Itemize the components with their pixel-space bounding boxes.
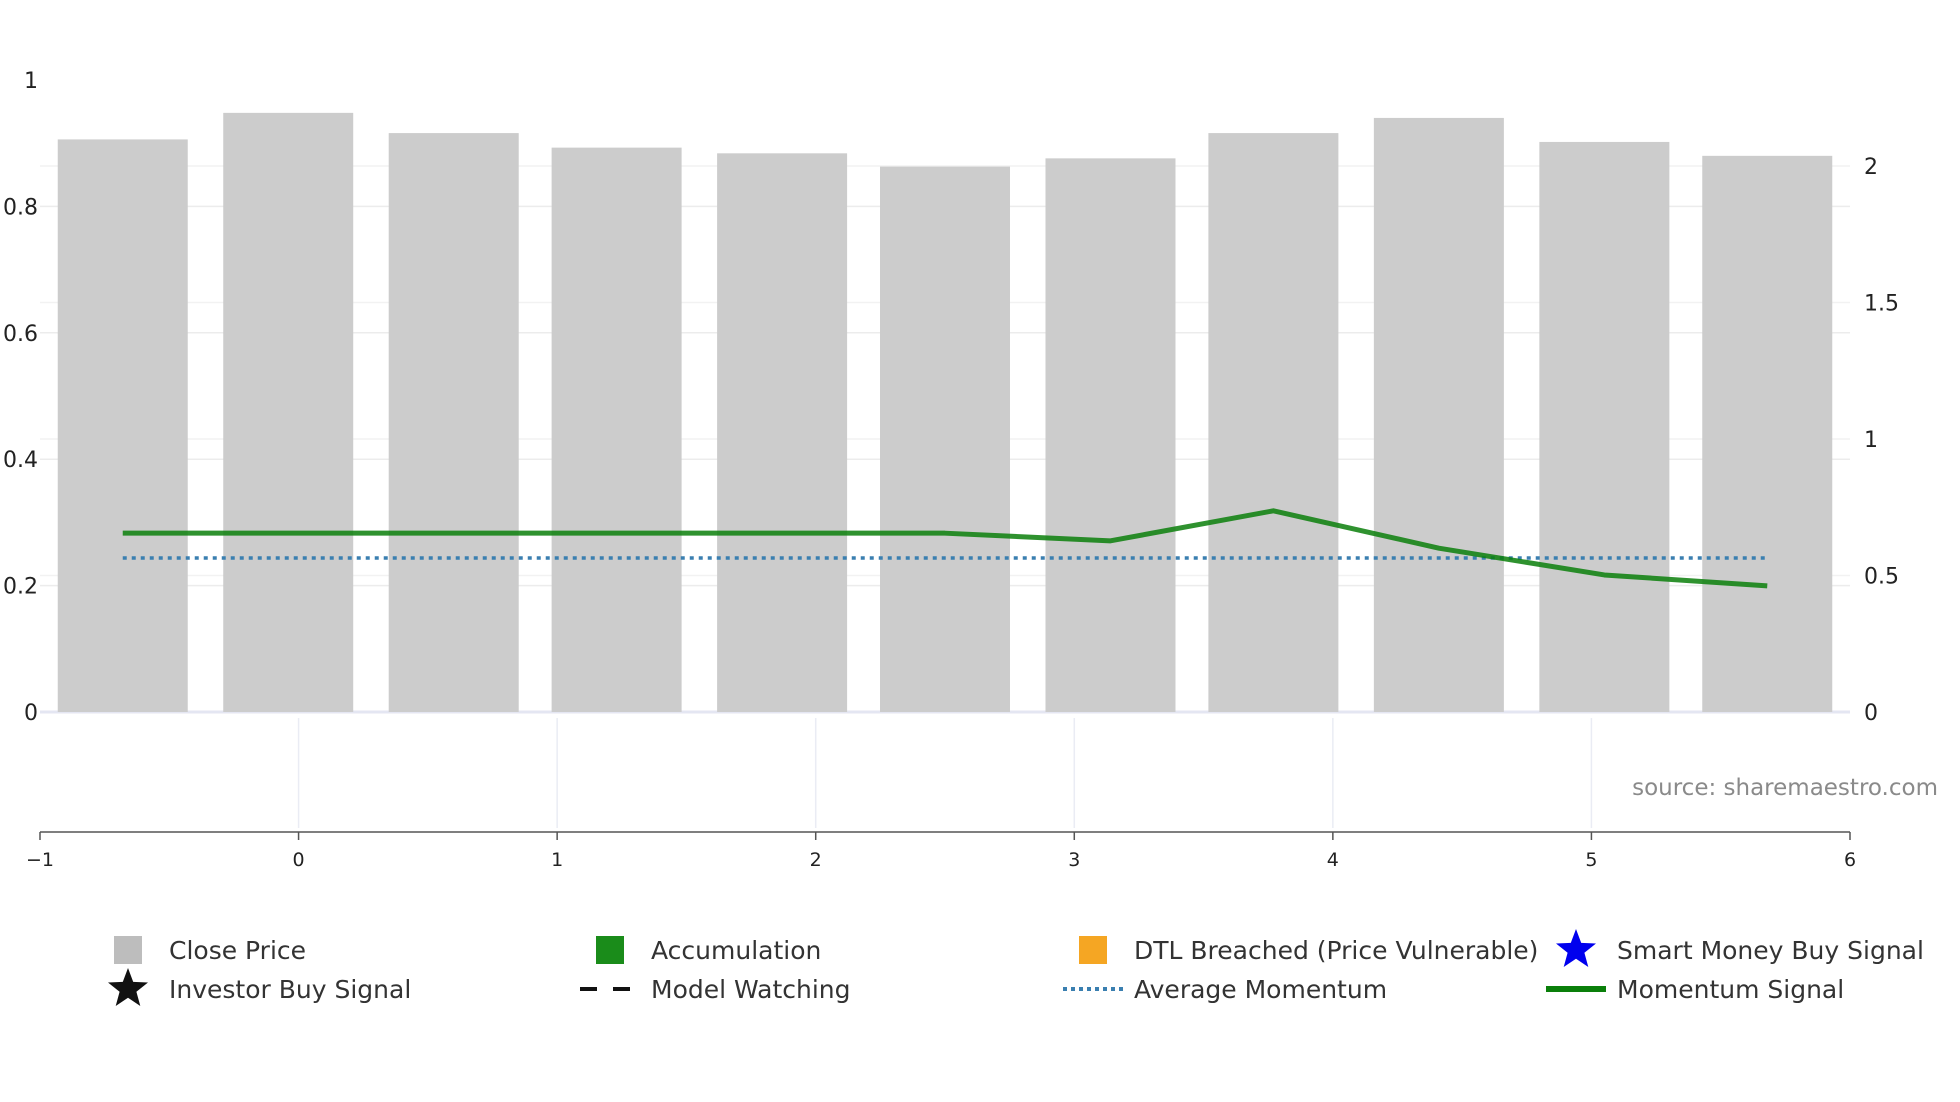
right-axis-tick: 1.5 (1864, 292, 1899, 317)
close-price-bar (1045, 158, 1176, 713)
legend: Close Price Accumulation DTL Breached (Pri… (108, 929, 1924, 1006)
legend-item: DTL Breached (Price Vulnerable) (1079, 936, 1538, 965)
legend-item: Smart Money Buy Signal (1556, 929, 1924, 967)
legend-item: Model Watching (580, 975, 851, 1004)
x-axis-tick: −1 (26, 849, 54, 871)
legend-label: Model Watching (651, 975, 851, 1004)
x-axis-tick: 1 (551, 849, 563, 871)
legend-star-symbol (1556, 929, 1596, 967)
left-axis-tick: 0.6 (3, 322, 38, 347)
close-price-bar (1373, 117, 1504, 713)
momentum-signal-series (122, 508, 1768, 589)
left-axis-tick: 0.8 (3, 195, 38, 220)
legend-item: Close Price (114, 936, 306, 965)
legend-label: Investor Buy Signal (169, 975, 411, 1004)
legend-item: Average Momentum (1063, 975, 1387, 1004)
close-price-bar (1702, 155, 1833, 713)
left-axis-tick: 1 (24, 69, 38, 94)
left-axis-tick: 0.2 (3, 575, 38, 600)
legend-star-symbol (108, 968, 148, 1006)
legend-item: Momentum Signal (1546, 975, 1844, 1004)
x-axis: −1 0 1 2 3 4 5 6 (26, 831, 1856, 871)
left-axis-tick: 0.4 (3, 448, 38, 473)
right-axis-tick: 0 (1864, 701, 1878, 726)
legend-label: DTL Breached (Price Vulnerable) (1134, 936, 1538, 965)
x-axis-tick: 3 (1068, 849, 1080, 871)
legend-label: Close Price (169, 936, 306, 965)
source-annotation: source: sharemaestro.com (1632, 775, 1938, 801)
x-axis-tick: 0 (293, 849, 305, 871)
close-price-bar (1539, 141, 1670, 712)
legend-square-symbol (1079, 936, 1107, 964)
right-axis-tick: 1 (1864, 428, 1878, 453)
right-axis-tick: 0.5 (1864, 565, 1899, 590)
left-axis-tick: 0 (24, 701, 38, 726)
legend-label: Accumulation (651, 936, 821, 965)
x-axis-tick: 6 (1844, 849, 1856, 871)
legend-square-symbol (114, 936, 142, 964)
right-axis-tick: 2 (1864, 155, 1878, 180)
close-price-bar (388, 133, 519, 712)
legend-label: Smart Money Buy Signal (1617, 936, 1924, 965)
legend-item: Accumulation (596, 936, 821, 965)
x-axis-tick: 4 (1327, 849, 1339, 871)
left-axis: 0 0.2 0.4 0.6 0.8 1 (3, 69, 38, 726)
right-axis: 0 0.5 1 1.5 2 (1864, 155, 1899, 726)
x-axis-tick: 5 (1585, 849, 1597, 871)
legend-square-symbol (596, 936, 624, 964)
close-price-bar (551, 147, 682, 712)
close-price-bar (57, 139, 188, 712)
close-price-bar (880, 166, 1010, 713)
legend-item: Investor Buy Signal (108, 968, 411, 1006)
legend-label: Average Momentum (1134, 975, 1387, 1004)
legend-label: Momentum Signal (1617, 975, 1844, 1004)
x-axis-tick: 2 (810, 849, 822, 871)
close-price-bars (57, 112, 1833, 713)
close-price-bar (717, 153, 848, 712)
close-price-bar (223, 112, 354, 712)
close-price-bar (1208, 133, 1339, 712)
